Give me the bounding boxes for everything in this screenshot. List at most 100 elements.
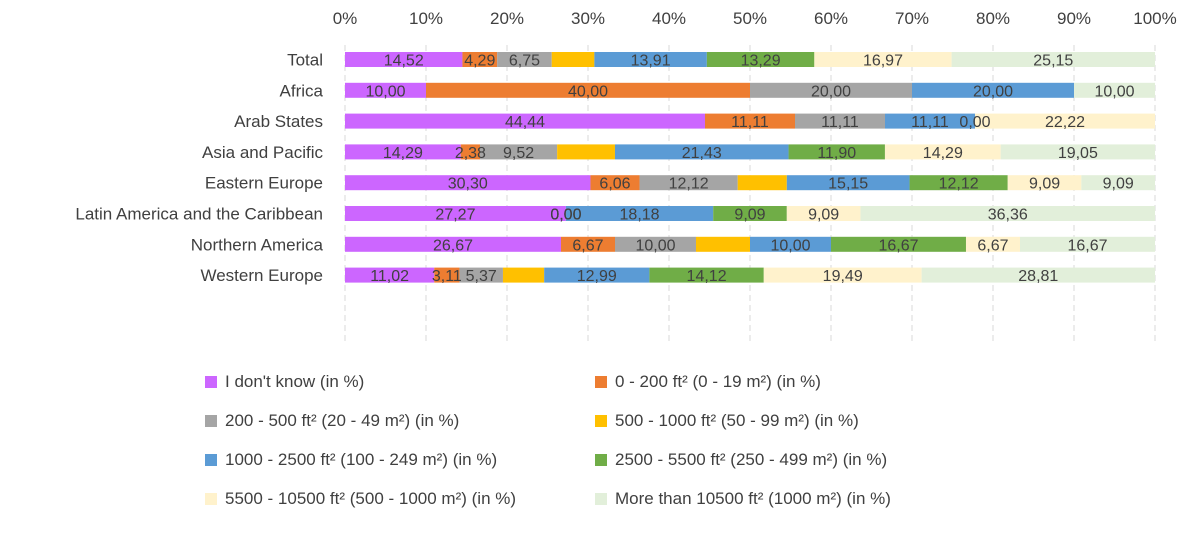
data-label: 10,00 bbox=[365, 83, 405, 100]
data-label: 16,67 bbox=[1067, 237, 1107, 254]
data-label: 6,67 bbox=[572, 237, 603, 254]
bar-segment bbox=[706, 52, 815, 67]
data-label: 14,29 bbox=[923, 145, 963, 162]
legend-item: 0 - 200 ft² (0 - 19 m²) (in %) bbox=[595, 372, 821, 392]
legend-swatch bbox=[205, 454, 217, 466]
legend-item: I don't know (in %) bbox=[205, 372, 364, 392]
data-label: 19,49 bbox=[823, 268, 863, 285]
bar-segment bbox=[951, 52, 1155, 67]
bar-segment bbox=[763, 267, 922, 283]
legend-swatch bbox=[205, 376, 217, 388]
bar-segment bbox=[649, 267, 764, 283]
bar-segment bbox=[345, 144, 461, 160]
bar-segment bbox=[1000, 144, 1155, 160]
data-label: 11,11 bbox=[821, 114, 859, 131]
data-label: 26,67 bbox=[433, 237, 473, 254]
data-label: 15,15 bbox=[828, 176, 868, 193]
category-label: Total bbox=[287, 51, 323, 70]
bar-segment bbox=[737, 175, 787, 191]
bar-segment bbox=[502, 267, 545, 283]
legend-item: 1000 - 2500 ft² (100 - 249 m²) (in %) bbox=[205, 450, 497, 470]
bar-segment bbox=[345, 206, 566, 221]
category-label: Asia and Pacific bbox=[202, 143, 323, 162]
data-label: 22,22 bbox=[1045, 114, 1085, 131]
data-label: 0,00 bbox=[550, 207, 581, 224]
bar-segment bbox=[912, 82, 1074, 98]
category-label: Northern America bbox=[191, 235, 324, 254]
bar-segment bbox=[885, 113, 975, 129]
bar-segment bbox=[497, 52, 552, 67]
data-label: 30,30 bbox=[448, 176, 488, 193]
bar-segment bbox=[594, 52, 707, 67]
legend-label: 0 - 200 ft² (0 - 19 m²) (in %) bbox=[615, 372, 821, 391]
bar-segment bbox=[560, 236, 615, 252]
data-label: 12,12 bbox=[669, 176, 709, 193]
bar-segment bbox=[460, 144, 481, 160]
data-label: 28,81 bbox=[1018, 268, 1058, 285]
data-label: 36,36 bbox=[988, 207, 1028, 224]
legend-label: 500 - 1000 ft² (50 - 99 m²) (in %) bbox=[615, 411, 859, 430]
x-tick-label: 60% bbox=[814, 9, 848, 28]
data-label: 16,67 bbox=[878, 237, 918, 254]
data-label: 4,29 bbox=[464, 53, 495, 70]
bar-segment bbox=[565, 206, 714, 221]
bar-segment bbox=[795, 113, 885, 129]
bar-segment bbox=[975, 113, 1155, 129]
data-label: 10,00 bbox=[1094, 83, 1134, 100]
legend-label: More than 10500 ft² (1000 m²) (in %) bbox=[615, 489, 891, 508]
data-labels: 14,52 4,29 6,75 13,91 13,29 16,97 25,15 10,00 40… bbox=[365, 53, 1134, 286]
legend-item: 2500 - 5500 ft² (250 - 499 m²) (in %) bbox=[595, 450, 887, 470]
x-tick-label: 80% bbox=[976, 9, 1010, 28]
bar-segment bbox=[1007, 175, 1082, 191]
x-tick-label: 40% bbox=[652, 9, 686, 28]
data-label: 3,11 bbox=[432, 268, 462, 285]
bar-segment bbox=[459, 267, 503, 283]
x-tick-label: 70% bbox=[895, 9, 929, 28]
x-tick-label: 90% bbox=[1057, 9, 1091, 28]
legend-swatch bbox=[595, 454, 607, 466]
bar-segment bbox=[544, 267, 650, 283]
x-tick-label: 50% bbox=[733, 9, 767, 28]
bar-segment bbox=[1020, 236, 1155, 252]
bars bbox=[345, 52, 1155, 283]
bar-segment bbox=[909, 175, 1008, 191]
data-label: 44,44 bbox=[505, 114, 545, 131]
data-label: 9,09 bbox=[734, 207, 765, 224]
bar-segment bbox=[434, 267, 460, 283]
data-label: 13,29 bbox=[741, 53, 781, 70]
data-label: 9,52 bbox=[503, 145, 534, 162]
category-label: Latin America and the Caribbean bbox=[75, 205, 323, 224]
bar-segment bbox=[345, 52, 463, 67]
data-label: 6,67 bbox=[977, 237, 1008, 254]
bar-segment bbox=[345, 175, 591, 191]
legend-swatch bbox=[595, 415, 607, 427]
bar-segment bbox=[557, 144, 615, 160]
bar-segment bbox=[750, 236, 831, 252]
legend-swatch bbox=[595, 376, 607, 388]
bar-segment bbox=[345, 267, 435, 283]
data-label: 5,37 bbox=[466, 268, 497, 285]
legend-swatch bbox=[205, 415, 217, 427]
bar-segment bbox=[830, 236, 966, 252]
bar-segment bbox=[713, 206, 787, 221]
data-label: 10,00 bbox=[635, 237, 675, 254]
legend-item: 500 - 1000 ft² (50 - 99 m²) (in %) bbox=[595, 411, 859, 431]
legend-label: 2500 - 5500 ft² (250 - 499 m²) (in %) bbox=[615, 450, 888, 469]
bar-segment bbox=[786, 206, 861, 221]
data-label: 11,02 bbox=[370, 268, 409, 285]
bar-segment bbox=[639, 175, 738, 191]
bar-segment bbox=[462, 52, 498, 67]
legend-label: 5500 - 10500 ft² (500 - 1000 m²) (in %) bbox=[225, 489, 517, 508]
data-label: 10,00 bbox=[770, 237, 810, 254]
data-label: 16,97 bbox=[863, 53, 903, 70]
data-label: 20,00 bbox=[811, 83, 851, 100]
bar-segment bbox=[551, 52, 595, 67]
data-label: 0,00 bbox=[550, 207, 581, 224]
category-label: Africa bbox=[280, 81, 324, 100]
bar-segment bbox=[590, 175, 640, 191]
bar-segment bbox=[750, 82, 912, 98]
x-tick-label: 20% bbox=[490, 9, 524, 28]
bar-segment bbox=[615, 236, 696, 252]
bar-segment bbox=[814, 52, 952, 67]
category-label: Western Europe bbox=[200, 266, 323, 285]
